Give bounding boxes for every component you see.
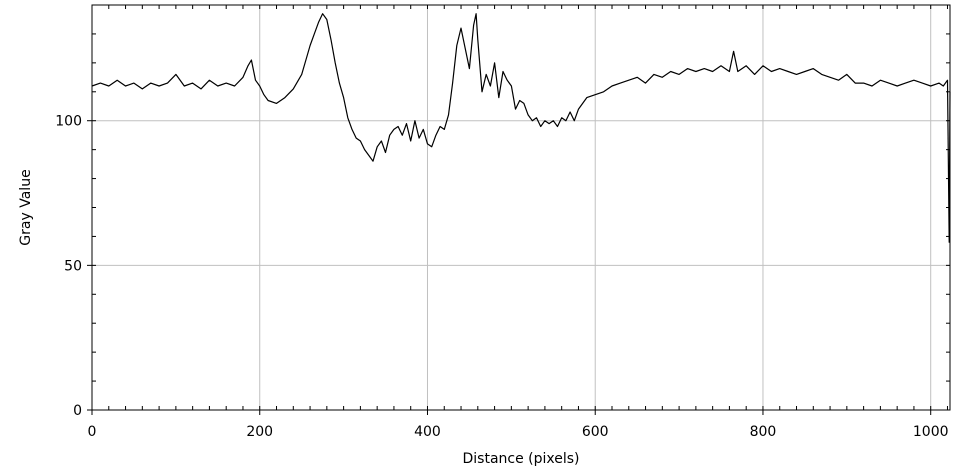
y-tick-label: 50: [64, 258, 82, 274]
y-tick-label: 0: [73, 403, 82, 419]
x-tick-label: 600: [582, 424, 609, 440]
tick-marks: [87, 5, 950, 415]
x-tick-label: 800: [750, 424, 777, 440]
y-axis-title: Gray Value: [18, 169, 34, 245]
y-tick-labels: 0 50 100: [55, 114, 82, 419]
x-tick-label: 200: [246, 424, 273, 440]
x-tick-labels: 0 200 400 600 800 1000: [88, 424, 949, 440]
y-tick-label: 100: [55, 114, 82, 130]
x-tick-label: 1000: [913, 424, 949, 440]
plot-frame: [91, 4, 951, 411]
gray-value-profile-line: [91, 13, 951, 243]
grid-lines: [92, 5, 950, 410]
x-tick-label: 0: [88, 424, 97, 440]
data-series-layer: [91, 13, 951, 243]
x-tick-label: 400: [414, 424, 441, 440]
x-axis-title: Distance (pixels): [462, 451, 579, 467]
